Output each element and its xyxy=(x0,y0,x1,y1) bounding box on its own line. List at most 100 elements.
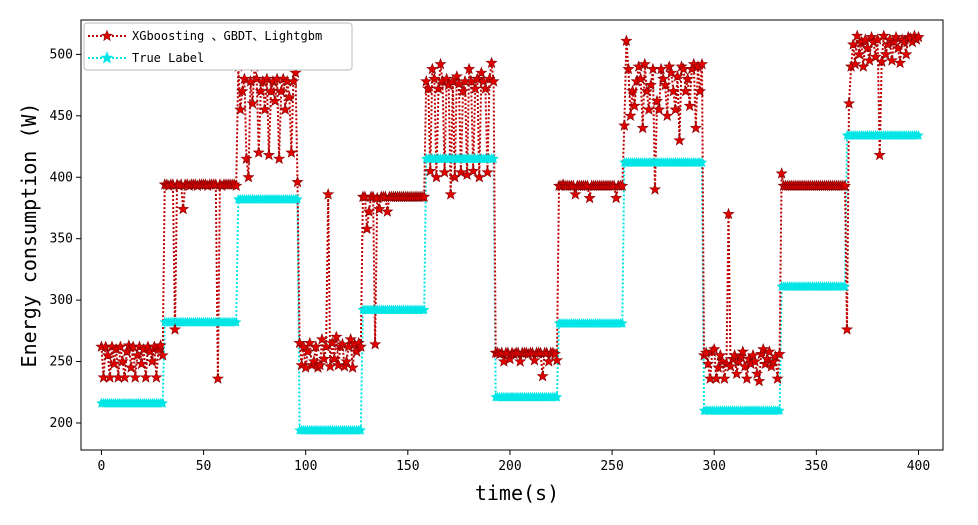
prediction-point xyxy=(432,82,445,94)
legend-box xyxy=(83,22,353,71)
prediction-point xyxy=(487,75,500,87)
true-label-point xyxy=(488,153,500,164)
prediction-point xyxy=(324,360,337,372)
data-layer xyxy=(95,29,925,435)
prediction-point xyxy=(340,355,353,367)
y-tick-label: 250 xyxy=(50,355,73,370)
prediction-point xyxy=(634,72,647,85)
prediction-point xyxy=(156,349,169,361)
prediction-point xyxy=(336,337,349,350)
prediction-point xyxy=(467,164,480,177)
prediction-point xyxy=(624,109,637,122)
prediction-point xyxy=(569,188,582,200)
prediction-point xyxy=(622,62,635,75)
prediction-point xyxy=(279,103,292,115)
true-label-point xyxy=(418,304,430,315)
prediction-point xyxy=(438,165,451,178)
prediction-point xyxy=(346,361,359,373)
prediction-point xyxy=(315,333,329,345)
prediction-point xyxy=(116,355,129,367)
prediction-point xyxy=(702,357,715,370)
y-tick-label: 350 xyxy=(50,232,73,247)
prediction-point xyxy=(877,29,890,42)
prediction-point xyxy=(751,367,764,380)
prediction-point xyxy=(328,352,341,365)
true-label-point xyxy=(616,317,628,329)
prediction-point xyxy=(773,347,786,360)
prediction-point xyxy=(250,72,263,85)
legend-item-prediction: XGboosting 、GBDT、Lightgbm xyxy=(88,29,322,43)
prediction-point xyxy=(168,323,182,335)
prediction-point xyxy=(644,78,657,91)
prediction-point xyxy=(262,148,276,161)
prediction-point xyxy=(143,345,157,357)
prediction-point xyxy=(418,190,431,203)
prediction-point xyxy=(626,84,639,97)
prediction-point xyxy=(503,352,517,365)
prediction-point xyxy=(661,109,674,122)
prediction-point xyxy=(730,367,743,380)
prediction-point xyxy=(689,121,702,134)
prediction-point xyxy=(289,66,302,79)
prediction-point xyxy=(268,94,282,107)
prediction-point xyxy=(101,349,114,361)
prediction-point xyxy=(344,333,357,345)
prediction-point xyxy=(865,30,878,43)
prediction-point xyxy=(610,191,623,204)
prediction-point xyxy=(628,99,641,112)
prediction-point xyxy=(317,352,331,365)
true-label-point xyxy=(292,193,303,204)
prediction-point xyxy=(761,352,774,365)
prediction-point xyxy=(771,372,784,384)
prediction-point xyxy=(652,103,666,115)
prediction-point xyxy=(659,78,672,91)
true-label-point xyxy=(774,405,785,416)
prediction-point xyxy=(131,349,144,361)
prediction-point xyxy=(471,72,484,85)
prediction-point xyxy=(124,361,138,373)
prediction-point xyxy=(475,66,488,79)
prediction-point xyxy=(655,62,668,75)
prediction-point xyxy=(748,355,762,367)
prediction-point xyxy=(360,222,374,234)
y-tick-label: 500 xyxy=(50,47,73,62)
prediction-point xyxy=(473,170,486,183)
prediction-point xyxy=(108,357,121,370)
prediction-point xyxy=(548,347,561,360)
prediction-point xyxy=(252,146,265,158)
prediction-point xyxy=(849,57,862,70)
prediction-point xyxy=(303,336,316,349)
prediction-point xyxy=(313,358,327,371)
prediction-point xyxy=(873,148,886,161)
prediction-point xyxy=(150,371,163,383)
prediction-point xyxy=(332,358,345,371)
prediction-point xyxy=(254,84,267,97)
prediction-point xyxy=(430,170,443,183)
prediction-point xyxy=(842,97,856,109)
prediction-point xyxy=(469,82,482,94)
prediction-point xyxy=(912,30,925,43)
x-tick-label: 300 xyxy=(702,459,725,474)
prediction-point xyxy=(693,84,707,97)
y-tick-label: 300 xyxy=(50,293,73,308)
prediction-point xyxy=(683,99,696,112)
prediction-point xyxy=(900,48,913,60)
prediction-line xyxy=(100,33,920,382)
prediction-point xyxy=(663,60,676,72)
prediction-point xyxy=(875,55,888,67)
true-label-point xyxy=(230,316,242,327)
prediction-point xyxy=(309,340,322,352)
prediction-point xyxy=(528,353,541,366)
x-tick-label: 100 xyxy=(294,459,317,474)
prediction-point xyxy=(665,66,678,79)
y-tick-label: 200 xyxy=(50,416,73,431)
prediction-point xyxy=(258,103,271,115)
prediction-point xyxy=(236,84,249,97)
prediction-point xyxy=(146,355,159,367)
prediction-point xyxy=(853,48,866,60)
legend-true-label-label: True Label xyxy=(132,51,204,65)
prediction-point xyxy=(640,84,653,97)
prediction-point xyxy=(757,342,770,355)
legend-item-true-label: True Label xyxy=(88,51,204,65)
prediction-point xyxy=(373,202,386,215)
